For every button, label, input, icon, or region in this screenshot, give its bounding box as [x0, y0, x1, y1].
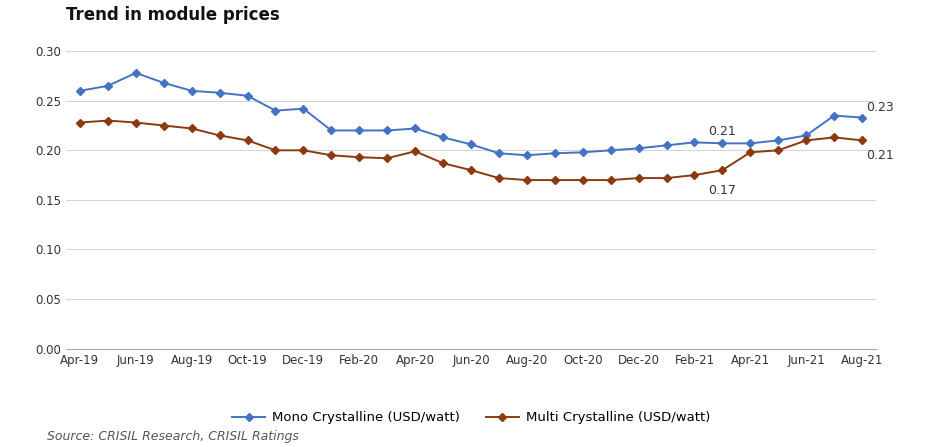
Mono Crystalline (USD/watt) — [382, 128, 393, 133]
Mono Crystalline (USD/watt) — [577, 150, 589, 155]
Legend: Mono Crystalline (USD/watt), Multi Crystalline (USD/watt): Mono Crystalline (USD/watt), Multi Cryst… — [227, 406, 715, 430]
Multi Crystalline (USD/watt) — [689, 173, 700, 178]
Mono Crystalline (USD/watt) — [437, 135, 448, 140]
Mono Crystalline (USD/watt) — [74, 88, 86, 93]
Multi Crystalline (USD/watt) — [717, 168, 728, 173]
Multi Crystalline (USD/watt) — [661, 175, 673, 181]
Multi Crystalline (USD/watt) — [102, 118, 113, 123]
Multi Crystalline (USD/watt) — [829, 135, 840, 140]
Multi Crystalline (USD/watt) — [326, 152, 337, 158]
Multi Crystalline (USD/watt) — [465, 168, 477, 173]
Multi Crystalline (USD/watt) — [410, 148, 421, 154]
Multi Crystalline (USD/watt) — [856, 138, 868, 143]
Multi Crystalline (USD/watt) — [437, 160, 448, 166]
Mono Crystalline (USD/watt) — [661, 143, 673, 148]
Multi Crystalline (USD/watt) — [382, 156, 393, 161]
Text: 0.17: 0.17 — [708, 184, 737, 197]
Multi Crystalline (USD/watt) — [494, 175, 505, 181]
Line: Mono Crystalline (USD/watt): Mono Crystalline (USD/watt) — [77, 70, 865, 158]
Multi Crystalline (USD/watt) — [605, 177, 616, 183]
Mono Crystalline (USD/watt) — [633, 146, 644, 151]
Mono Crystalline (USD/watt) — [214, 90, 225, 96]
Mono Crystalline (USD/watt) — [494, 151, 505, 156]
Mono Crystalline (USD/watt) — [130, 70, 141, 76]
Mono Crystalline (USD/watt) — [521, 152, 532, 158]
Multi Crystalline (USD/watt) — [74, 120, 86, 125]
Mono Crystalline (USD/watt) — [102, 83, 113, 89]
Mono Crystalline (USD/watt) — [298, 106, 309, 111]
Mono Crystalline (USD/watt) — [829, 113, 840, 118]
Mono Crystalline (USD/watt) — [717, 141, 728, 146]
Text: Source: CRISIL Research, CRISIL Ratings: Source: CRISIL Research, CRISIL Ratings — [47, 430, 299, 443]
Mono Crystalline (USD/watt) — [410, 126, 421, 131]
Multi Crystalline (USD/watt) — [130, 120, 141, 125]
Mono Crystalline (USD/watt) — [605, 148, 616, 153]
Mono Crystalline (USD/watt) — [689, 139, 700, 145]
Text: Trend in module prices: Trend in module prices — [66, 6, 280, 24]
Mono Crystalline (USD/watt) — [326, 128, 337, 133]
Multi Crystalline (USD/watt) — [214, 133, 225, 138]
Multi Crystalline (USD/watt) — [801, 138, 812, 143]
Mono Crystalline (USD/watt) — [186, 88, 197, 93]
Multi Crystalline (USD/watt) — [158, 123, 170, 128]
Multi Crystalline (USD/watt) — [242, 138, 253, 143]
Mono Crystalline (USD/watt) — [745, 141, 756, 146]
Mono Crystalline (USD/watt) — [549, 151, 560, 156]
Multi Crystalline (USD/watt) — [745, 150, 756, 155]
Multi Crystalline (USD/watt) — [353, 155, 365, 160]
Multi Crystalline (USD/watt) — [298, 148, 309, 153]
Multi Crystalline (USD/watt) — [521, 177, 532, 183]
Mono Crystalline (USD/watt) — [158, 80, 170, 85]
Line: Multi Crystalline (USD/watt): Multi Crystalline (USD/watt) — [77, 118, 865, 183]
Multi Crystalline (USD/watt) — [577, 177, 589, 183]
Mono Crystalline (USD/watt) — [801, 133, 812, 138]
Multi Crystalline (USD/watt) — [269, 148, 281, 153]
Multi Crystalline (USD/watt) — [633, 175, 644, 181]
Multi Crystalline (USD/watt) — [772, 148, 784, 153]
Mono Crystalline (USD/watt) — [772, 138, 784, 143]
Text: 0.23: 0.23 — [867, 101, 894, 114]
Multi Crystalline (USD/watt) — [549, 177, 560, 183]
Mono Crystalline (USD/watt) — [242, 93, 253, 98]
Multi Crystalline (USD/watt) — [186, 126, 197, 131]
Mono Crystalline (USD/watt) — [856, 115, 868, 120]
Text: 0.21: 0.21 — [708, 126, 737, 139]
Mono Crystalline (USD/watt) — [353, 128, 365, 133]
Mono Crystalline (USD/watt) — [465, 142, 477, 147]
Text: 0.21: 0.21 — [867, 149, 894, 162]
Mono Crystalline (USD/watt) — [269, 108, 281, 114]
